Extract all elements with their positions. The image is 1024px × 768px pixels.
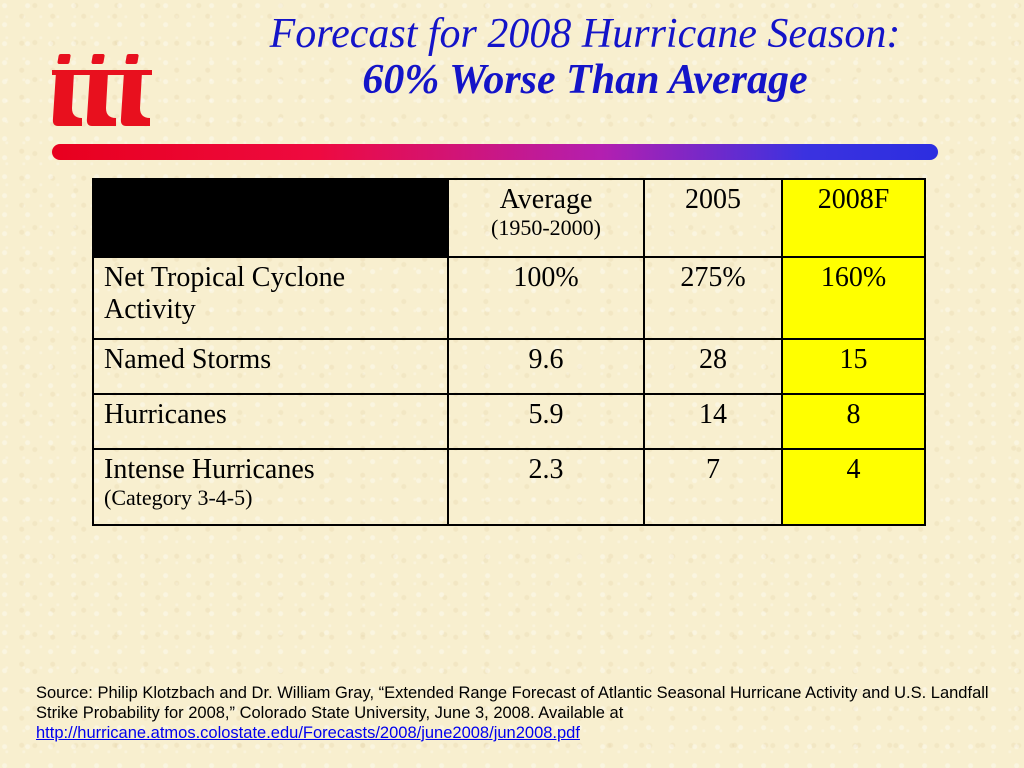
table-row: Intense Hurricanes (Category 3-4-5) 2.3 … <box>92 448 926 526</box>
title-line-2: 60% Worse Than Average <box>362 57 808 104</box>
value-average: 5.9 <box>447 393 645 450</box>
metric-sublabel: (Category 3-4-5) <box>104 485 253 510</box>
metric-label: Net Tropical Cyclone Activity <box>92 256 449 340</box>
page-title: Forecast for 2008 Hurricane Season: 60% … <box>155 12 1015 102</box>
forecast-table: Average (1950-2000) 2005 2008F Net Tropi… <box>92 178 926 526</box>
source-note: Source: Philip Klotzbach and Dr. William… <box>36 683 996 743</box>
source-link[interactable]: http://hurricane.atmos.colostate.edu/For… <box>36 724 580 742</box>
value-2008f: 160% <box>781 256 926 340</box>
value-2005: 28 <box>643 338 783 395</box>
header-average-label: Average <box>499 184 593 215</box>
iii-logo-icon <box>52 54 152 126</box>
table-row: Net Tropical Cyclone Activity 100% 275% … <box>92 256 926 340</box>
source-text: Source: Philip Klotzbach and Dr. William… <box>36 684 989 722</box>
value-2008f: 15 <box>781 338 926 395</box>
value-2005: 14 <box>643 393 783 450</box>
value-2008f: 8 <box>781 393 926 450</box>
metric-cell: Intense Hurricanes (Category 3-4-5) <box>92 448 449 526</box>
header-average: Average (1950-2000) <box>447 178 645 258</box>
table-header-row: Average (1950-2000) 2005 2008F <box>92 178 926 258</box>
metric-label: Named Storms <box>92 338 449 395</box>
header-2008f: 2008F <box>781 178 926 258</box>
table-corner-cell <box>92 178 449 258</box>
table-row: Named Storms 9.6 28 15 <box>92 338 926 395</box>
header-average-sub: (1950-2000) <box>491 215 601 240</box>
title-line-1: Forecast for 2008 Hurricane Season: <box>269 11 901 57</box>
table-row: Hurricanes 5.9 14 8 <box>92 393 926 450</box>
metric-label: Intense Hurricanes <box>104 454 315 485</box>
metric-label: Hurricanes <box>92 393 449 450</box>
value-2005: 7 <box>643 448 783 526</box>
value-2005: 275% <box>643 256 783 340</box>
value-average: 9.6 <box>447 338 645 395</box>
value-average: 2.3 <box>447 448 645 526</box>
value-2008f: 4 <box>781 448 926 526</box>
value-average: 100% <box>447 256 645 340</box>
gradient-divider <box>52 144 938 160</box>
header-2005: 2005 <box>643 178 783 258</box>
